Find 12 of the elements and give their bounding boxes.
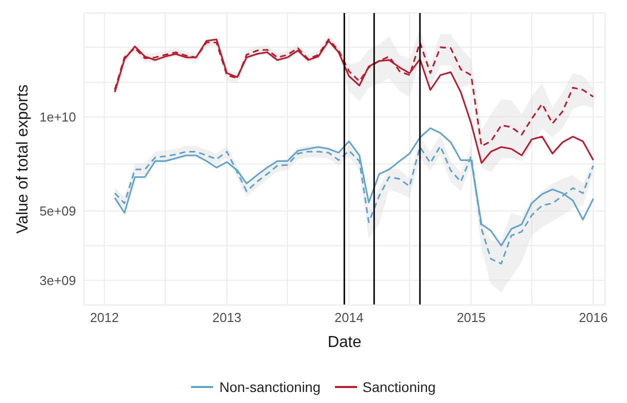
y-axis-title: Value of total exports — [14, 84, 32, 234]
y-tick-label: 1e+10 — [39, 109, 76, 124]
legend-label: Non-sanctioning — [219, 379, 320, 395]
y-tick-label: 5e+09 — [39, 204, 76, 219]
y-tick-label: 3e+09 — [39, 272, 76, 288]
x-tick-label: 2015 — [456, 310, 486, 326]
x-tick-label: 2016 — [578, 310, 608, 326]
x-tick-label: 2014 — [334, 310, 364, 326]
x-tick-label: 2012 — [90, 310, 119, 326]
legend-label: Sanctioning — [362, 379, 436, 395]
x-tick-label: 2013 — [212, 310, 242, 326]
x-axis-title: Date — [328, 334, 362, 351]
